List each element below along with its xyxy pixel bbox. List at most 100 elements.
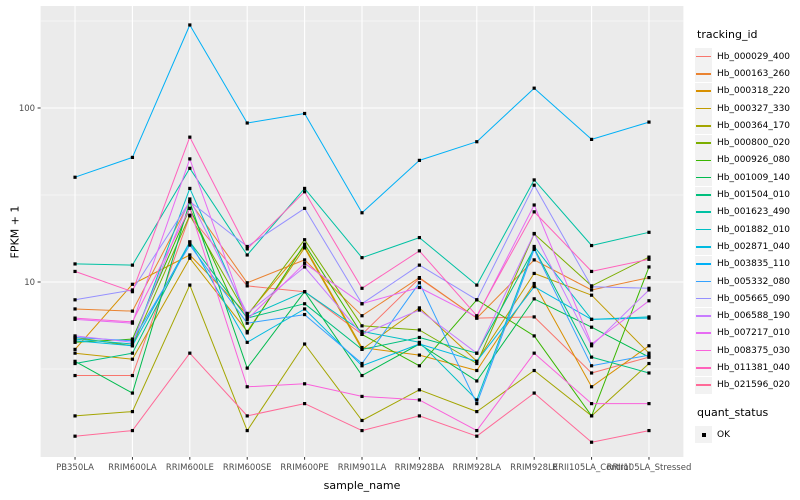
data-point [475,398,479,402]
x-tick-label: RRII105LA_Control [552,463,631,473]
data-point [647,344,651,348]
legend-key [695,342,712,360]
legend-item: Hb_000327_330 [695,100,799,118]
legend-key [695,376,712,394]
data-point [532,368,536,373]
data-point [532,231,536,236]
data-point [589,269,594,274]
data-point [360,332,364,336]
data-point [245,428,249,433]
legend-item-label: Hb_005332_080 [717,276,791,287]
x-axis-title: sample_name [323,479,401,492]
data-point [360,373,364,378]
legend-item-label: Hb_000318_220 [717,86,791,97]
legend-key [695,169,712,187]
data-point [589,440,594,444]
data-point [130,357,135,361]
legend-item: Hb_001504_010 [695,186,799,204]
data-point [475,298,479,302]
legend-item: Hb_002871_040 [695,238,799,256]
data-point [130,391,135,395]
data-point [589,342,594,346]
data-point [245,284,249,288]
data-point [130,263,135,267]
legend-key [695,324,712,342]
data-point [73,361,77,366]
quant-legend-key [695,426,712,444]
data-point [417,364,421,368]
data-point [360,329,364,334]
data-point [303,246,307,250]
y-tick-label: 10 [24,278,35,288]
data-point [532,203,536,207]
data-point [245,366,249,370]
data-point [130,288,135,292]
data-point [73,339,77,343]
data-point [73,175,77,179]
data-point [360,364,364,368]
legend-swatch [696,263,711,265]
data-point [647,316,651,320]
data-point [303,307,307,311]
data-point [303,312,307,317]
x-tick-label: RRIM901LA [338,463,387,473]
data-point [589,355,594,359]
x-tick-label: RRIM600LE [166,463,214,473]
legend-item: Hb_000926_080 [695,151,799,169]
y-axis-title: FPKM + 1 [8,205,22,259]
data-point [130,342,135,346]
data-point [647,351,651,355]
legend-item: Hb_000800_020 [695,134,799,152]
legend-item: Hb_000029_400 [695,48,799,66]
data-point [417,285,421,290]
data-point [532,315,536,319]
data-point [475,361,479,366]
data-point [245,247,249,251]
data-point [475,402,479,406]
data-point [303,382,307,386]
legend-swatch [696,194,711,196]
legend-key [695,238,712,256]
data-point [188,186,192,191]
data-point [647,288,651,292]
legend-key [695,203,712,221]
legend-item-label: Hb_007217_010 [717,328,791,339]
data-point [245,385,249,389]
data-point [360,347,364,351]
data-point [532,258,536,262]
legend-item: Hb_021596_020 [695,376,799,394]
legend-item-label: Hb_003835_110 [717,259,791,270]
data-point [532,178,536,182]
legend-swatch [696,176,711,179]
data-point [532,247,536,251]
data-point [589,402,594,406]
legend-swatch [696,107,711,110]
legend-items: Hb_000029_400 Hb_000163_260 Hb_000318_220 H… [695,48,799,394]
data-point [647,275,651,280]
data-point [360,211,364,215]
legend-swatch [696,315,711,317]
data-point [188,206,192,210]
data-point [417,308,421,312]
data-point [73,334,77,338]
data-point [130,320,135,324]
legend-item-label: Hb_021596_020 [717,380,791,391]
data-point [73,373,77,378]
data-point [417,249,421,253]
data-point [360,302,364,306]
data-point [589,414,594,418]
data-point [130,309,135,313]
legend-title-tracking-id: tracking_id [697,28,758,41]
data-point [73,359,77,363]
data-point [360,394,364,399]
data-point [360,418,364,423]
data-point [130,340,135,344]
legend-swatch [696,367,711,369]
data-point [303,265,307,269]
data-point [417,340,421,344]
data-point [303,190,307,194]
data-point [647,428,651,433]
legend-item-label: Hb_006588_190 [717,311,791,322]
data-point [532,86,536,90]
